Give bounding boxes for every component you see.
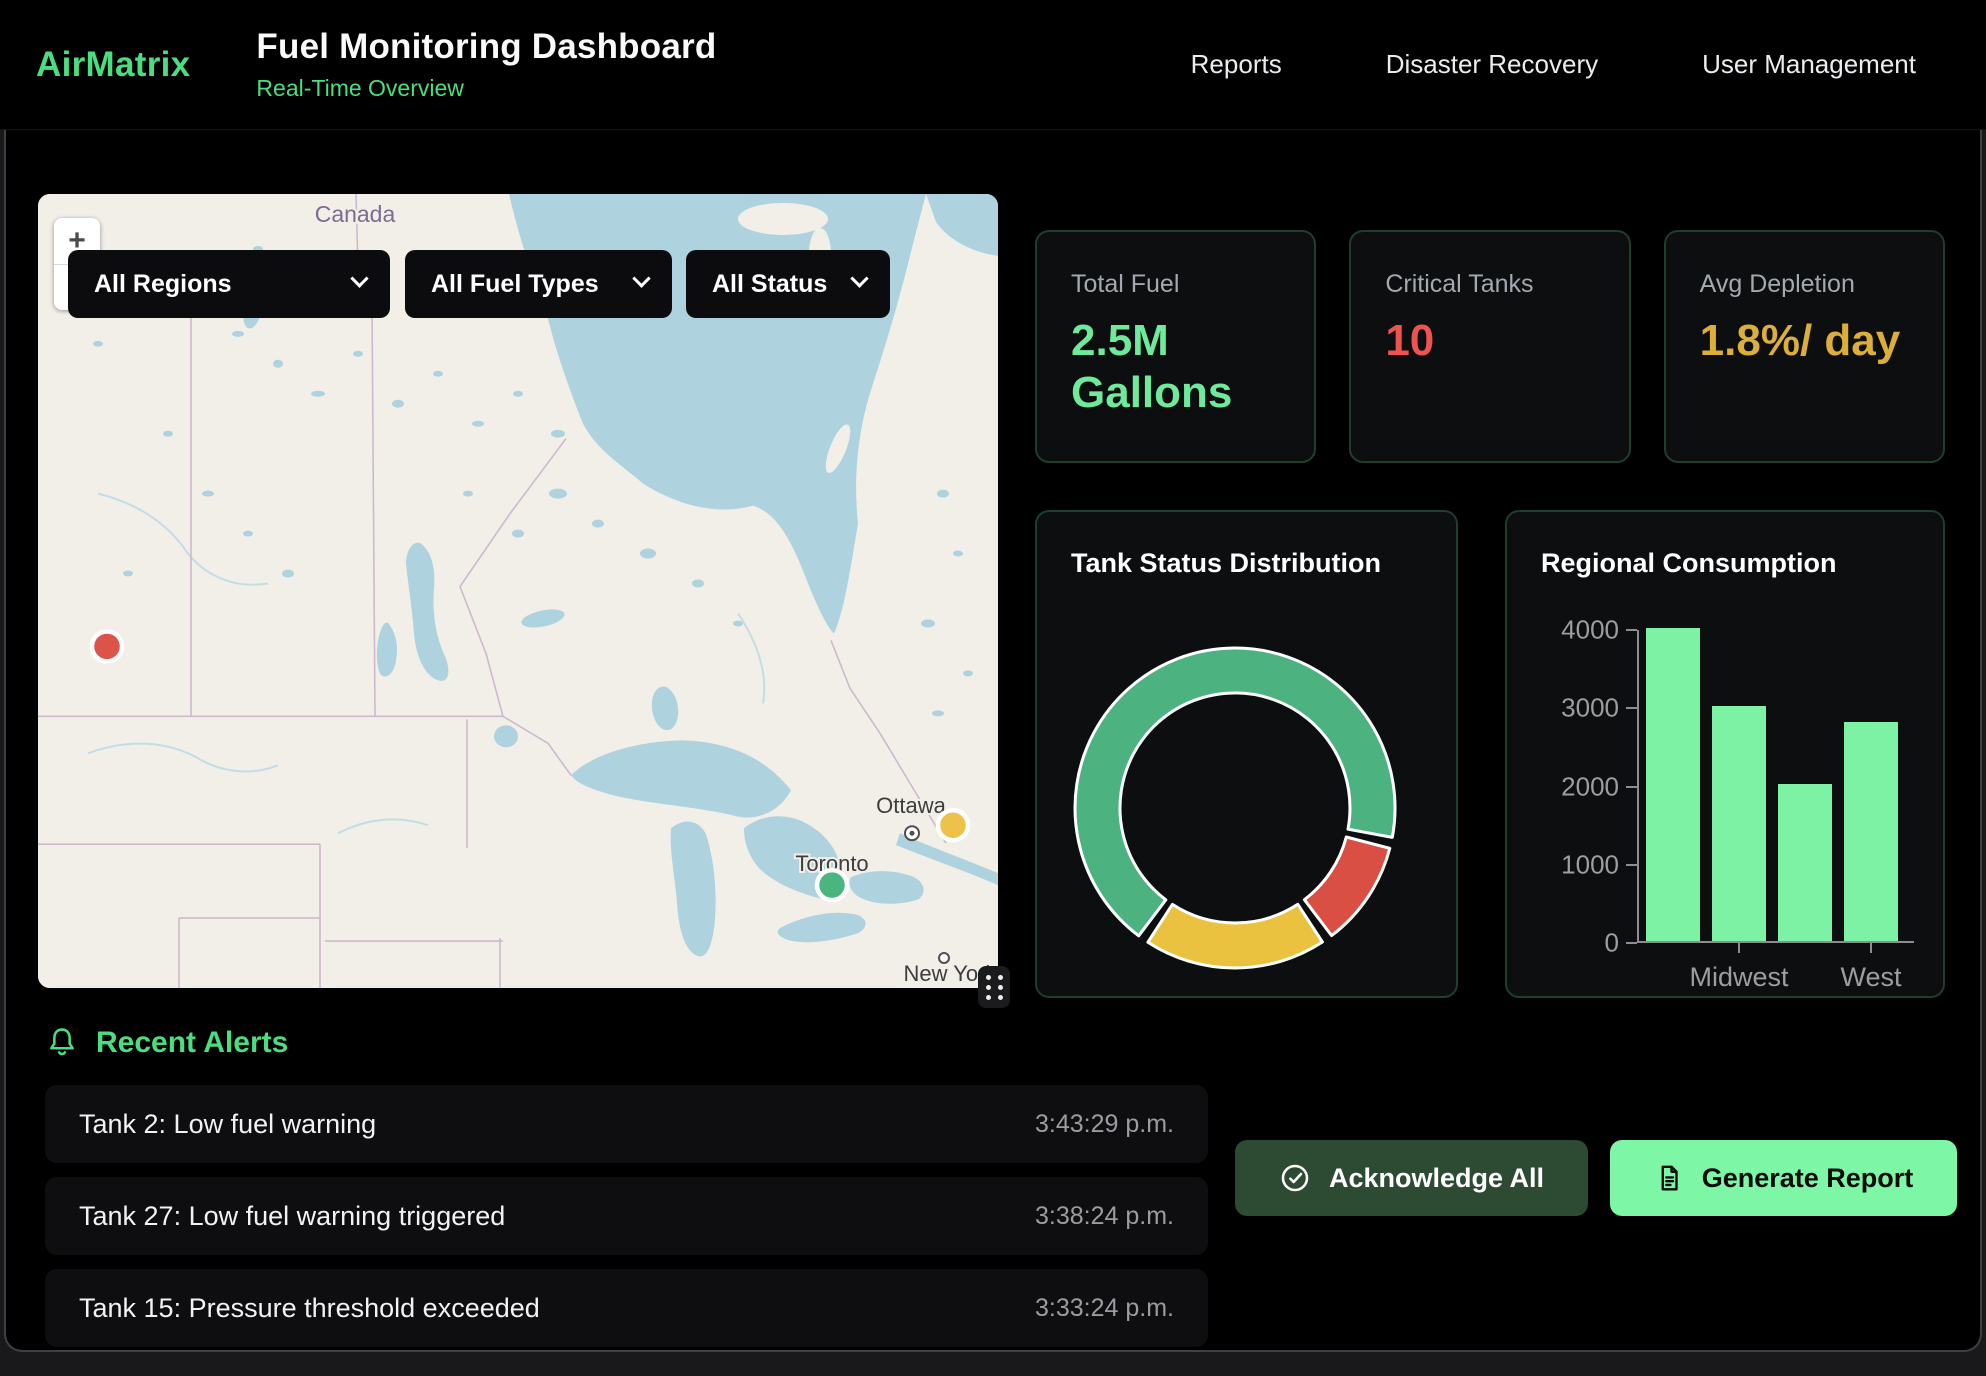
x-tick-label: Midwest	[1689, 962, 1788, 993]
brand-logo: AirMatrix	[36, 45, 190, 85]
status-filter-value: All Status	[712, 270, 827, 299]
chart-title: Regional Consumption	[1541, 548, 1909, 579]
chevron-down-icon	[850, 269, 868, 287]
x-tick-mark	[1870, 943, 1872, 953]
alert-text: Tank 2: Low fuel warning	[79, 1109, 376, 1140]
stat-label: Critical Tanks	[1385, 270, 1594, 299]
ottawa-dot-center	[910, 831, 915, 836]
stat-card-critical-tanks: Critical Tanks 10	[1349, 230, 1630, 463]
fuel-type-filter-select[interactable]: All Fuel Types	[405, 250, 672, 318]
nav-item-user-management[interactable]: User Management	[1702, 49, 1916, 80]
bar-2	[1778, 784, 1832, 941]
stat-label: Total Fuel	[1071, 270, 1280, 299]
y-tick-label: 0	[1605, 928, 1619, 959]
alert-row[interactable]: Tank 27: Low fuel warning triggered 3:38…	[45, 1177, 1208, 1255]
bar-1	[1712, 706, 1766, 941]
page-title: Fuel Monitoring Dashboard	[256, 27, 716, 67]
header-titles: Fuel Monitoring Dashboard Real-Time Over…	[256, 27, 716, 102]
chart-cards: Tank Status Distribution Regional Consum…	[1035, 510, 1945, 998]
stat-card-total-fuel: Total Fuel 2.5M Gallons	[1035, 230, 1316, 463]
alerts-header: Recent Alerts	[45, 1026, 288, 1060]
city-label-ottawa: Ottawa	[876, 793, 946, 818]
regional-consumption-card: Regional Consumption 01000200030004000Mi…	[1505, 510, 1945, 998]
y-tick-mark	[1626, 864, 1637, 866]
y-tick-label: 4000	[1561, 615, 1619, 646]
stat-card-avg-depletion: Avg Depletion 1.8%/ day	[1664, 230, 1945, 463]
tank-marker-warning[interactable]	[938, 810, 968, 840]
status-filter-select[interactable]: All Status	[686, 250, 890, 318]
region-filter-value: All Regions	[94, 270, 232, 299]
region-filter-select[interactable]: All Regions	[68, 250, 390, 318]
stat-cards: Total Fuel 2.5M Gallons Critical Tanks 1…	[1035, 230, 1945, 463]
stat-value: 10	[1385, 315, 1594, 367]
y-tick-label: 3000	[1561, 693, 1619, 724]
alert-text: Tank 27: Low fuel warning triggered	[79, 1201, 505, 1232]
tank-marker-normal[interactable]	[817, 870, 847, 900]
bar-plot: 01000200030004000MidwestWest	[1637, 630, 1914, 943]
check-circle-icon	[1279, 1162, 1311, 1194]
y-tick-mark	[1626, 629, 1637, 631]
country-label: Canada	[315, 201, 396, 227]
generate-report-button[interactable]: Generate Report	[1610, 1140, 1957, 1216]
bar-0	[1646, 628, 1700, 941]
fuel-filter-value: All Fuel Types	[431, 270, 599, 299]
stat-value: 1.8%/ day	[1700, 315, 1909, 367]
acknowledge-all-label: Acknowledge All	[1329, 1163, 1544, 1194]
donut-segment-critical	[1304, 837, 1389, 936]
y-tick-mark	[1626, 786, 1637, 788]
chevron-down-icon	[350, 269, 368, 287]
x-tick-label: West	[1840, 962, 1901, 993]
alert-actions: Acknowledge All Generate Report	[1235, 1140, 1957, 1216]
alert-row[interactable]: Tank 15: Pressure threshold exceeded 3:3…	[45, 1269, 1208, 1347]
y-tick-label: 2000	[1561, 771, 1619, 802]
document-icon	[1654, 1163, 1684, 1193]
chart-title: Tank Status Distribution	[1071, 548, 1422, 579]
nav-item-disaster-recovery[interactable]: Disaster Recovery	[1386, 49, 1598, 80]
main-nav: Reports Disaster Recovery User Managemen…	[1191, 49, 1986, 80]
alert-row[interactable]: Tank 2: Low fuel warning 3:43:29 p.m.	[45, 1085, 1208, 1163]
chevron-down-icon	[632, 269, 650, 287]
map-resize-handle[interactable]	[978, 966, 1010, 1008]
app-header: AirMatrix Fuel Monitoring Dashboard Real…	[0, 0, 1986, 130]
page-subtitle: Real-Time Overview	[256, 75, 716, 102]
alert-timestamp: 3:43:29 p.m.	[1035, 1110, 1174, 1139]
alerts-title: Recent Alerts	[96, 1026, 288, 1060]
y-tick-mark	[1626, 707, 1637, 709]
y-tick-mark	[1626, 942, 1637, 944]
bar-3	[1844, 722, 1898, 941]
donut-segment-warning	[1148, 904, 1323, 968]
bell-icon	[45, 1026, 79, 1060]
map-panel: Canada Ottawa Toronto New York + − All R…	[38, 194, 998, 988]
nav-item-reports[interactable]: Reports	[1191, 49, 1282, 80]
stat-label: Avg Depletion	[1700, 270, 1909, 299]
generate-report-label: Generate Report	[1702, 1163, 1914, 1194]
y-tick-label: 1000	[1561, 849, 1619, 880]
donut-chart	[1065, 638, 1405, 978]
alert-text: Tank 15: Pressure threshold exceeded	[79, 1293, 540, 1324]
alert-timestamp: 3:33:24 p.m.	[1035, 1294, 1174, 1323]
x-tick-mark	[1738, 943, 1740, 953]
tank-status-card: Tank Status Distribution	[1035, 510, 1458, 998]
alert-timestamp: 3:38:24 p.m.	[1035, 1202, 1174, 1231]
stat-value: 2.5M Gallons	[1071, 315, 1280, 419]
tank-marker-critical[interactable]	[92, 631, 122, 661]
acknowledge-all-button[interactable]: Acknowledge All	[1235, 1140, 1588, 1216]
